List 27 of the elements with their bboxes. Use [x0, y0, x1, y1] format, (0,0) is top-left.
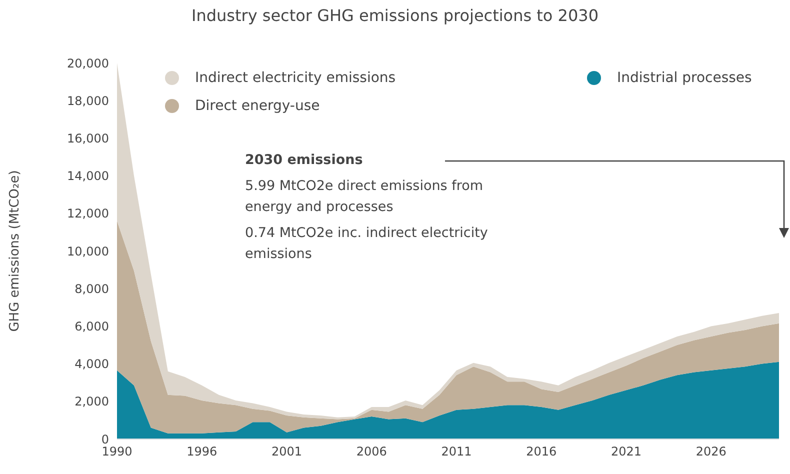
y-tick-label: 2,000: [74, 394, 109, 409]
legend-label: Indirect electricity emissions: [195, 69, 396, 88]
annotation: 0.74 MtCO2e inc. indirect electricity emissions: [245, 224, 489, 264]
y-tick-label: 4,000: [74, 357, 109, 372]
x-tick-label: 2001: [271, 444, 302, 459]
chart-title: Industry sector GHG emissions projections to 2030: [190, 6, 600, 25]
y-axis-title: GHG emissions (MtCO₂e): [8, 170, 23, 332]
y-tick-label: 12,000: [67, 206, 109, 221]
x-tick-label: 1996: [186, 444, 218, 459]
y-tick-label: 8,000: [74, 282, 109, 296]
y-tick-label: 6,000: [74, 319, 109, 334]
y-tick-label: 10,000: [67, 244, 109, 258]
y-tick-label: 16,000: [67, 131, 109, 146]
y-tick-label: 0: [101, 432, 109, 446]
x-tick-label: 1990: [102, 444, 132, 459]
y-tick-label: 14,000: [67, 169, 109, 184]
y-tick-label: 20,000: [67, 56, 109, 70]
legend-label: Indistrial processes: [617, 69, 752, 88]
legend-label: Direct energy-use: [195, 97, 320, 116]
x-tick-label: 2011: [441, 444, 472, 459]
annotation: 5.99 MtCO2e direct emissions from energy and processes: [245, 177, 484, 217]
annotation: 2030 emissions: [245, 151, 364, 170]
x-tick-label: 2026: [696, 444, 726, 459]
x-tick-label: 2021: [610, 444, 642, 459]
x-tick-label: 2006: [356, 444, 387, 459]
x-tick-label: 2016: [526, 444, 557, 459]
y-tick-label: 18,000: [67, 94, 109, 108]
